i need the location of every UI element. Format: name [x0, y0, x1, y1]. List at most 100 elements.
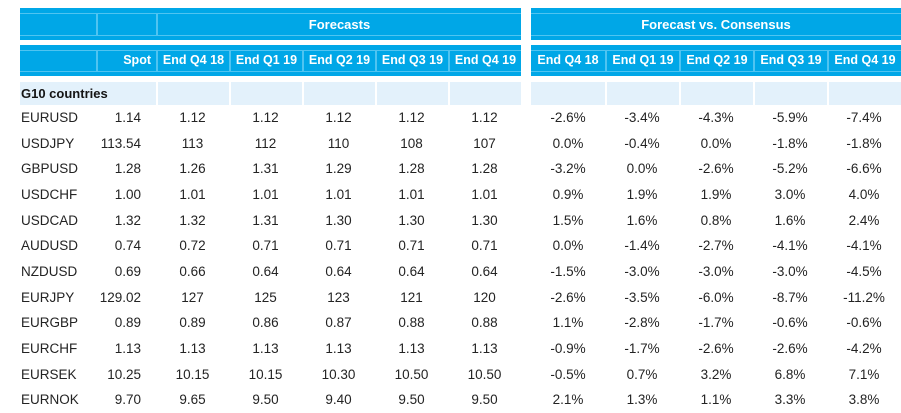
table-row: USDCAD 1.32 1.32 1.31 1.30 1.30 1.30 1.5… [20, 208, 901, 234]
fx-forecast-table: Forecasts Forecast vs. Consensus Spot En… [20, 8, 901, 413]
consensus-diff-value: -4.2% [846, 340, 882, 356]
spot-value: 9.70 [114, 392, 141, 408]
forecast-value: 107 [473, 135, 496, 151]
forecast-value: 1.12 [179, 110, 206, 125]
consensus-column-header: End Q3 19 [753, 51, 827, 71]
forecast-value: 0.64 [398, 263, 425, 279]
forecast-value: 0.88 [398, 315, 425, 331]
consensus-diff-value: -2.8% [624, 315, 660, 331]
column-gap [521, 131, 531, 157]
forecast-value: 1.01 [325, 186, 352, 202]
currency-pair-label: EURNOK [21, 392, 79, 408]
forecast-value: 1.01 [471, 186, 498, 202]
forecast-value: 0.86 [252, 315, 279, 331]
forecast-value: 1.31 [252, 161, 279, 177]
currency-pair-label: EURUSD [21, 110, 79, 125]
consensus-diff-value: -2.6% [698, 161, 734, 177]
column-gap [521, 259, 531, 285]
consensus-diff-value: -1.8% [772, 135, 808, 151]
currency-pair-label: EURCHF [21, 340, 78, 356]
section-row-cell [679, 82, 753, 105]
currency-pair-label: EURGBP [21, 315, 79, 331]
spot-value: 1.00 [114, 186, 141, 202]
currency-pair-label: EURJPY [21, 289, 75, 305]
consensus-diff-value: -3.4% [624, 110, 660, 125]
forecast-value: 1.12 [252, 110, 279, 125]
table-body: EURUSD 1.14 1.12 1.12 1.12 1.12 1.12 -2.… [20, 105, 901, 413]
forecast-value: 0.89 [179, 315, 206, 331]
forecast-value: 0.64 [252, 263, 279, 279]
forecast-value: 1.01 [179, 186, 206, 202]
forecast-value: 9.50 [398, 392, 425, 408]
consensus-diff-value: -1.8% [846, 135, 882, 151]
section-row-g10: G10 countries [20, 82, 901, 105]
spot-value: 0.74 [114, 238, 141, 254]
forecast-value: 0.64 [325, 263, 352, 279]
header-right-block: Forecast vs. Consensus [531, 8, 901, 40]
forecast-value: 0.71 [471, 238, 498, 254]
table-row: EURGBP 0.89 0.89 0.86 0.87 0.88 0.88 1.1… [20, 310, 901, 336]
table-row: EURJPY 129.02 127 125 123 121 120 -2.6% … [20, 285, 901, 311]
forecast-column-header: End Q2 19 [302, 51, 375, 71]
forecast-value: 0.88 [471, 315, 498, 331]
consensus-column-header: End Q4 19 [827, 51, 901, 71]
forecast-value: 1.01 [252, 186, 279, 202]
consensus-diff-value: -4.3% [698, 110, 734, 125]
consensus-column-header: End Q4 18 [537, 53, 599, 67]
forecast-value: 10.50 [394, 366, 429, 382]
section-divider [521, 8, 531, 40]
consensus-diff-value: -5.9% [772, 110, 808, 125]
consensus-diff-value: 0.0% [700, 135, 732, 151]
header-left-block: Spot End Q4 18 End Q1 19 End Q2 19 End Q… [20, 45, 521, 76]
column-gap [521, 182, 531, 208]
consensus-diff-value: -4.1% [846, 238, 882, 254]
consensus-diff-value: -6.0% [698, 289, 734, 305]
consensus-diff-value: 0.9% [552, 186, 584, 202]
currency-pair-label: EURSEK [21, 366, 77, 382]
column-gap [521, 208, 531, 234]
section-row-cell [827, 82, 901, 105]
consensus-diff-value: -8.7% [772, 289, 808, 305]
section-row-cell [156, 82, 229, 105]
consensus-diff-value: -2.6% [698, 340, 734, 356]
section-row-cell [302, 82, 375, 105]
consensus-diff-value: 6.8% [774, 366, 806, 382]
forecast-value: 9.40 [325, 392, 352, 408]
forecast-value: 1.01 [398, 186, 425, 202]
table-row: EURUSD 1.14 1.12 1.12 1.12 1.12 1.12 -2.… [20, 105, 901, 131]
consensus-diff-value: 1.1% [552, 315, 584, 331]
currency-pair-label: USDJPY [21, 135, 75, 151]
currency-pair-label: AUDUSD [21, 238, 79, 254]
section-row-cell [531, 82, 605, 105]
forecast-column-header: End Q1 19 [229, 51, 302, 71]
consensus-diff-value: 3.8% [848, 392, 880, 408]
currency-pair-label: NZDUSD [21, 263, 78, 279]
consensus-diff-value: 1.6% [626, 212, 658, 228]
section-divider [521, 82, 531, 105]
consensus-diff-value: 2.4% [848, 212, 880, 228]
forecast-value: 127 [181, 289, 204, 305]
consensus-diff-value: -4.5% [846, 263, 882, 279]
table-row: AUDUSD 0.74 0.72 0.71 0.71 0.71 0.71 0.0… [20, 233, 901, 259]
header-right-block: End Q4 18 End Q1 19 End Q2 19 End Q3 19 … [531, 45, 901, 76]
table-row: EURCHF 1.13 1.13 1.13 1.13 1.13 1.13 -0.… [20, 336, 901, 362]
section-row-cell [375, 82, 448, 105]
forecast-value: 1.13 [252, 340, 279, 356]
column-gap [521, 362, 531, 388]
consensus-diff-value: -1.4% [624, 238, 660, 254]
forecast-value: 9.65 [179, 392, 206, 408]
forecast-value: 120 [473, 289, 496, 305]
spot-value: 10.25 [107, 366, 141, 382]
consensus-column-header: End Q2 19 [679, 51, 753, 71]
consensus-diff-value: 7.1% [848, 366, 880, 382]
consensus-diff-value: -1.7% [698, 315, 734, 331]
forecast-value: 0.64 [471, 263, 498, 279]
table-row: USDCHF 1.00 1.01 1.01 1.01 1.01 1.01 0.9… [20, 182, 901, 208]
spot-value: 0.69 [114, 263, 141, 279]
consensus-diff-value: 3.2% [700, 366, 732, 382]
consensus-diff-value: -4.1% [772, 238, 808, 254]
forecast-value: 1.12 [398, 110, 425, 125]
consensus-diff-value: 2.1% [552, 392, 584, 408]
forecast-value: 0.87 [325, 315, 352, 331]
consensus-diff-value: -0.9% [550, 340, 586, 356]
